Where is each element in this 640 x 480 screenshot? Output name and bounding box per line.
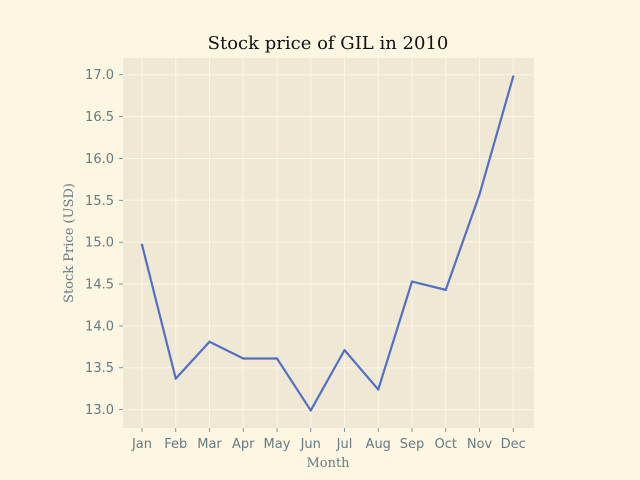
- y-tick-label: 15.0: [85, 236, 114, 251]
- data-point: [444, 288, 447, 291]
- data-point: [343, 349, 346, 352]
- y-tick-label: 17.0: [85, 68, 114, 83]
- y-tick-label: 13.5: [85, 361, 114, 376]
- x-tick-label: Mar: [197, 437, 222, 452]
- y-tick-label: 14.0: [85, 319, 114, 334]
- data-point: [478, 193, 481, 196]
- x-tick-label: Sep: [400, 437, 425, 452]
- data-point: [208, 340, 211, 343]
- x-tick-label: Jan: [131, 437, 152, 452]
- y-axis-label: Stock Price (USD): [62, 183, 77, 303]
- data-point: [377, 388, 380, 391]
- data-point: [275, 357, 279, 360]
- y-tick-label: 13.0: [85, 403, 114, 418]
- y-tick-label: 15.5: [85, 194, 114, 209]
- y-tick-label: 16.5: [85, 110, 114, 125]
- x-tick-label: Feb: [164, 437, 187, 452]
- y-tick-label: 14.5: [85, 278, 114, 293]
- x-tick-label: Jun: [300, 437, 321, 452]
- data-point: [309, 409, 312, 412]
- x-tick-label: Nov: [467, 437, 493, 452]
- chart-title: Stock price of GIL in 2010: [208, 33, 449, 54]
- data-points: [140, 75, 515, 412]
- series-line: [140, 76, 515, 412]
- x-tick-label: Dec: [501, 437, 526, 452]
- y-tick-label: 16.0: [85, 152, 114, 167]
- x-tick-label: Aug: [366, 437, 391, 452]
- data-point: [410, 280, 414, 283]
- ticks: Jan Feb Mar Apr May Jun Jul Aug Sep Oct Nov Dec 13.0…: [85, 68, 526, 452]
- x-tick-label: May: [264, 437, 291, 452]
- data-point: [174, 377, 177, 380]
- x-tick-label: Jul: [336, 437, 353, 452]
- grid: [123, 58, 534, 428]
- x-tick-label: Apr: [232, 437, 255, 452]
- x-axis-label: Month: [306, 456, 350, 471]
- data-point: [512, 75, 515, 78]
- plot-area: [123, 58, 534, 428]
- data-point: [242, 357, 245, 360]
- x-tick-label: Oct: [435, 437, 457, 452]
- data-point: [140, 243, 144, 246]
